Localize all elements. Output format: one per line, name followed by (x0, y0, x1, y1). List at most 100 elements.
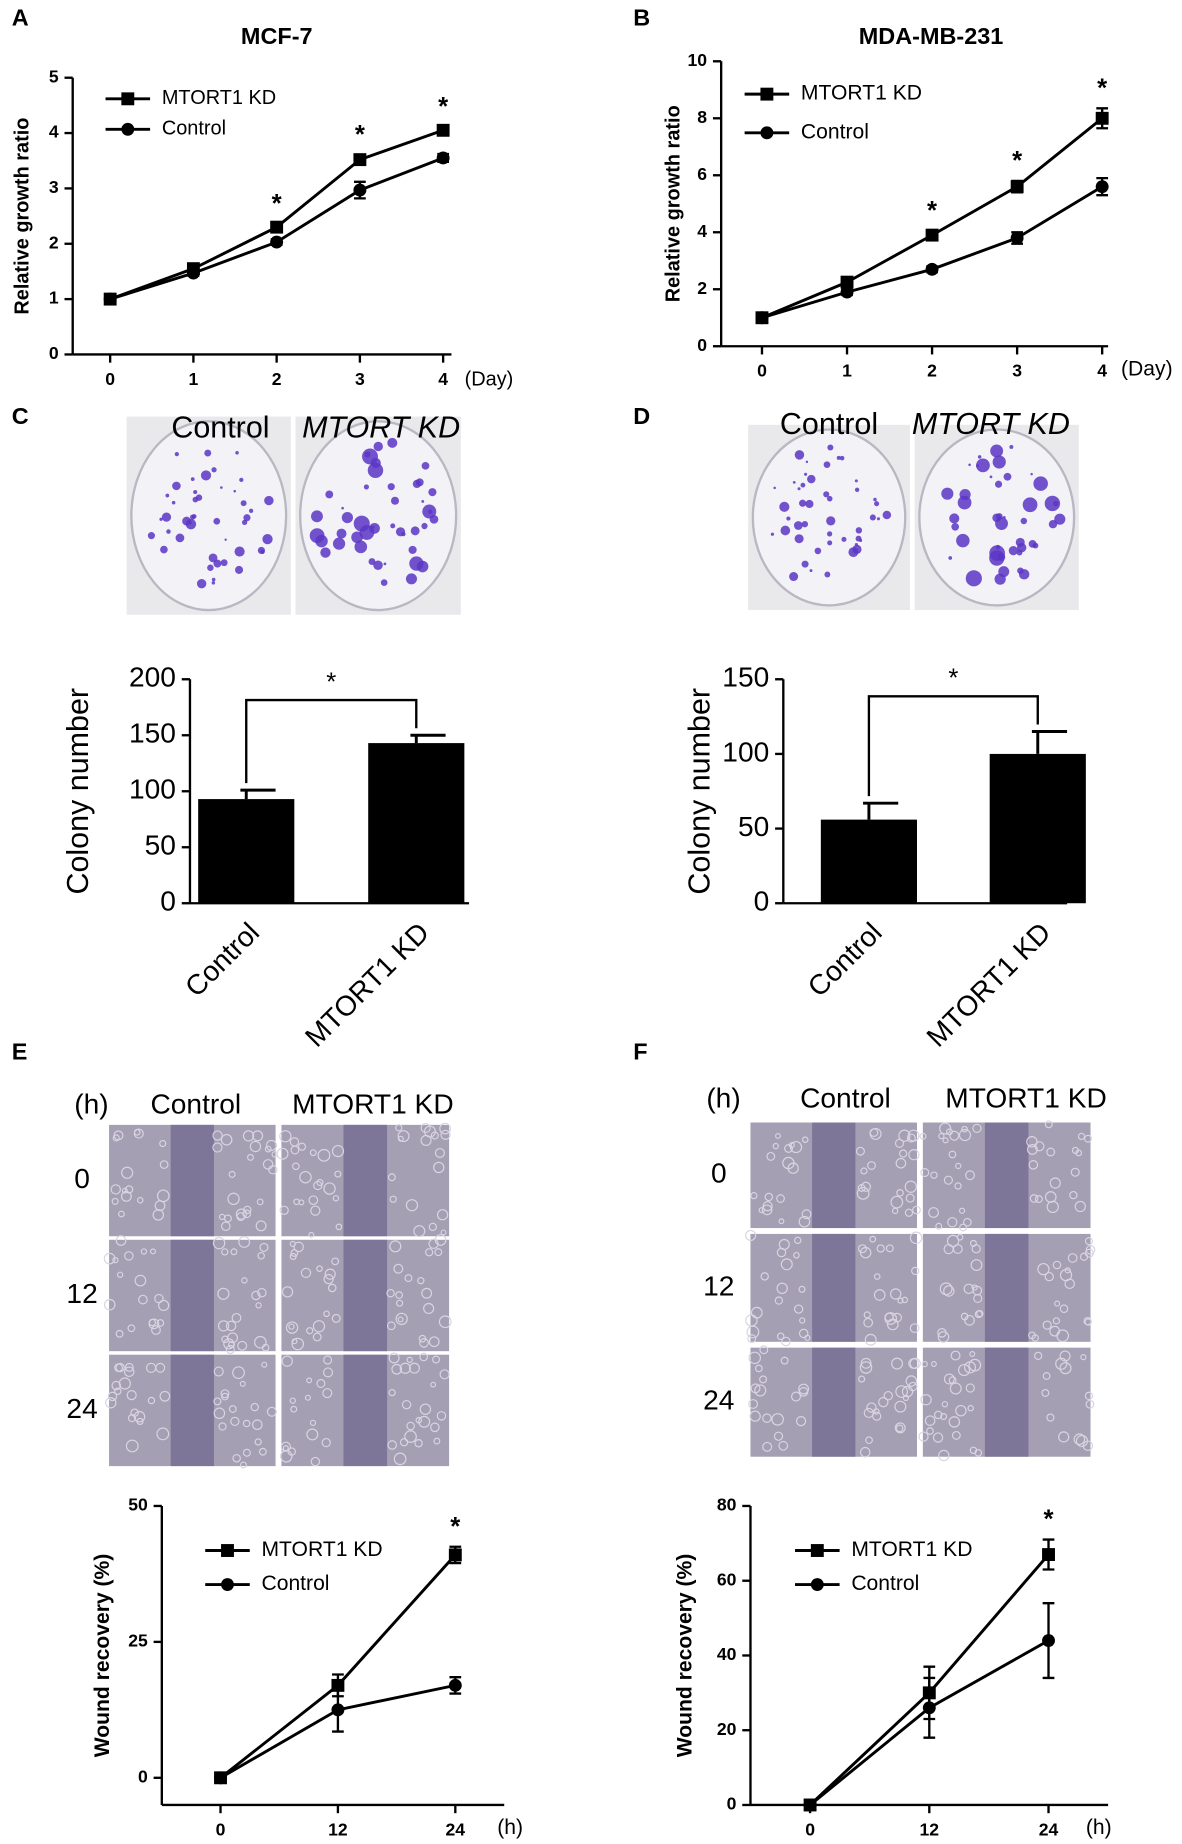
legend-marker (221, 1578, 234, 1591)
significance: * (1097, 74, 1108, 102)
cell (413, 1225, 426, 1238)
cell (780, 1356, 789, 1365)
cell (227, 1192, 240, 1205)
colony (854, 479, 858, 483)
cell (298, 1199, 305, 1206)
colony (957, 495, 972, 510)
colony (196, 578, 207, 589)
cell (781, 1336, 791, 1347)
colony (948, 556, 953, 560)
colony (408, 545, 417, 554)
cell (386, 1321, 396, 1331)
cell (867, 1161, 876, 1170)
cell (312, 1320, 326, 1333)
x-tick-label: MTORT1 KD (299, 917, 435, 1053)
cell (138, 1294, 148, 1305)
cell (126, 1390, 137, 1401)
y-tick-label: 4 (697, 221, 707, 241)
colony (792, 480, 796, 484)
cell (940, 1413, 948, 1420)
legend-marker (760, 126, 774, 140)
error-bar (863, 801, 899, 820)
cell (961, 1125, 968, 1133)
image-label: MTORT KD (302, 411, 460, 445)
panel-letter: A (12, 4, 29, 30)
cell (322, 1367, 334, 1378)
cell (156, 1427, 170, 1441)
colony (405, 573, 417, 585)
cell (764, 1192, 774, 1202)
cell (228, 1170, 236, 1178)
cell (1052, 1260, 1062, 1270)
wound-gap (170, 1124, 214, 1237)
cell (249, 1140, 262, 1153)
y-axis-label: Wound recovery (%) (91, 1554, 114, 1758)
cell (114, 1387, 122, 1395)
cell (921, 1361, 928, 1368)
y-axis-label: Relative growth ratio (12, 118, 34, 315)
cell (864, 1333, 877, 1346)
colony (220, 559, 228, 567)
cell (1059, 1362, 1072, 1375)
bracket (867, 695, 1039, 797)
cell (780, 1258, 793, 1271)
colony (421, 499, 425, 503)
colony (995, 513, 1003, 520)
colony (165, 493, 170, 498)
cell (778, 1218, 785, 1225)
colony (805, 499, 814, 509)
colony (801, 521, 809, 528)
cell (276, 1147, 289, 1160)
cell (760, 1272, 769, 1281)
cell (1077, 1132, 1086, 1141)
wound-gap (170, 1239, 214, 1352)
cell (125, 1439, 139, 1453)
cell (908, 1358, 920, 1369)
y-tick-label: 0 (49, 343, 59, 363)
marker (270, 220, 284, 234)
colony (770, 532, 775, 536)
legend-marker (121, 92, 135, 106)
colony (341, 512, 353, 524)
cell (860, 1167, 868, 1175)
cell (799, 1317, 806, 1324)
cell (974, 1310, 983, 1319)
x-tick-label: 3 (355, 369, 365, 389)
cell (894, 1422, 906, 1434)
cell (788, 1142, 795, 1149)
colony (859, 538, 863, 542)
colony (332, 537, 346, 550)
cell (908, 1381, 918, 1392)
y-tick-label: 100 (129, 774, 176, 805)
cell (293, 1241, 304, 1253)
colony (387, 437, 398, 448)
cell (759, 1345, 769, 1355)
cell (794, 1236, 802, 1245)
bar (820, 819, 917, 904)
cell (103, 1252, 116, 1265)
colony (794, 534, 804, 544)
cell (933, 1410, 943, 1420)
image-row-label: 0 (74, 1163, 90, 1194)
cell (217, 1320, 230, 1332)
colony (175, 533, 185, 543)
x-axis-label: (Day) (1121, 357, 1173, 380)
colony (848, 547, 859, 558)
wound-gap (984, 1122, 1029, 1229)
y-tick-label: 4 (49, 122, 59, 142)
cell (926, 1427, 934, 1435)
cell (434, 1248, 443, 1257)
cell (896, 1189, 904, 1197)
cell (1074, 1200, 1086, 1213)
colony (353, 515, 370, 532)
cell (1028, 1331, 1036, 1340)
cell (419, 1352, 428, 1362)
legend-label: MTORT1 KD (261, 1538, 382, 1561)
cell (750, 1192, 758, 1200)
cell (1071, 1146, 1080, 1155)
cell (438, 1315, 452, 1329)
colony (315, 534, 328, 548)
colony (989, 475, 993, 479)
cell (254, 1335, 267, 1349)
cell (281, 1355, 293, 1367)
